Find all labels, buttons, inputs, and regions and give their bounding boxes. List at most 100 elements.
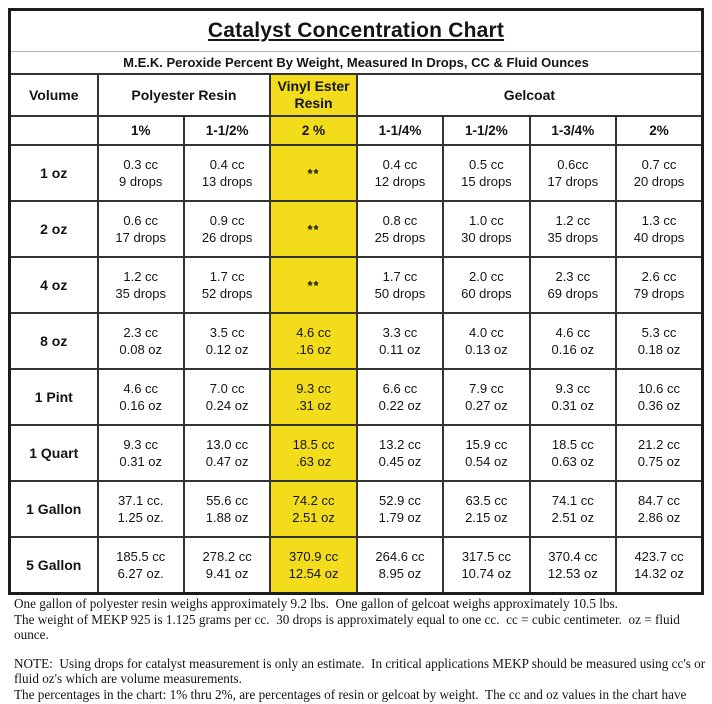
volume-label: 1 Pint (8, 368, 99, 426)
data-cell-line: 317.5 cc (461, 549, 511, 564)
data-cell-line: 84.7 cc (638, 493, 680, 508)
data-cell-line: 52 drops (201, 286, 253, 301)
data-cell-line: 423.7 cc (634, 549, 684, 564)
footnote-line: The percentages in the chart: 1% thru 2%… (14, 686, 687, 704)
data-cell: 18.5 cc .63 oz (269, 424, 358, 482)
subtitle-row: M.E.K. Peroxide Percent By Weight, Measu… (9, 51, 703, 75)
data-cell: 4.6 cc 0.16 oz (528, 312, 618, 370)
data-cell: 9.3 cc .31 oz (269, 368, 358, 426)
percent-header: 1-1/4% (355, 115, 445, 146)
data-cell: 2.0 cc 60 drops (442, 256, 531, 314)
data-cell-line: 1.7 cc (209, 269, 245, 284)
data-cell: 0.5 cc 15 drops (442, 144, 531, 202)
table-row: 4 oz 1.2 cc 35 drops 1.7 cc 52 drops ** 1.7 cc… (8, 256, 704, 314)
data-cell-line: 15 drops (461, 174, 512, 189)
data-cell-line: 0.31 oz (551, 398, 595, 413)
data-cell: 0.3 cc 9 drops (96, 144, 185, 202)
data-cell-line: 52.9 cc (379, 493, 421, 508)
data-cell-line: 5.3 cc (641, 325, 677, 340)
data-cell-line: 9 drops (119, 174, 163, 189)
data-cell: 4.0 cc 0.13 oz (442, 312, 531, 370)
data-cell-line: 79 drops (633, 286, 685, 301)
data-cell-line: 2.0 cc (469, 269, 504, 284)
data-cell: 9.3 cc 0.31 oz (528, 368, 618, 426)
data-cell-line: 35 drops (115, 286, 166, 301)
data-cell-line: 0.24 oz (205, 398, 249, 413)
no-data-marker: ** (307, 277, 320, 293)
data-cell-line: 0.75 oz (637, 454, 681, 469)
data-cell-line: 0.22 oz (378, 398, 422, 413)
footnote-line: The weight of MEKP 925 is 1.125 grams pe… (14, 611, 684, 643)
data-cell: 1.7 cc 52 drops (182, 256, 272, 314)
column-group-polyester-resin: Polyester Resin (96, 73, 272, 117)
data-cell-line: 63.5 cc (465, 493, 508, 508)
data-cell-line: 0.9 cc (209, 213, 245, 228)
volume-label: 4 oz (8, 256, 99, 314)
data-cell-line: 4.6 cc (123, 381, 159, 396)
data-cell-line: 18.5 cc (292, 437, 335, 452)
no-data-marker: ** (307, 221, 320, 237)
weight-notes: One gallon of polyester resin weighs app… (14, 596, 706, 643)
data-cell: 0.6 cc 17 drops (96, 200, 185, 258)
data-cell: 37.1 cc. 1.25 oz. (96, 480, 185, 538)
percent-header-row: 1% 1-1/2% 2 % 1-1/4% 1-1/2% 1-3/4% 2% (8, 115, 704, 146)
data-cell: 2.3 cc 0.08 oz (96, 312, 185, 370)
data-cell-line: 1.79 oz (378, 510, 422, 525)
data-cell-line: 1.25 oz. (117, 510, 164, 525)
data-cell-line: 0.45 oz (378, 454, 422, 469)
data-cell-line: 15.9 cc (465, 437, 508, 452)
data-cell-line: .31 oz (295, 398, 332, 413)
percent-header-empty (8, 115, 99, 146)
column-group-gelcoat: Gelcoat (355, 73, 704, 117)
data-cell-line: 9.3 cc (296, 381, 331, 396)
percent-header: 1-3/4% (528, 115, 618, 146)
data-cell-line: 0.16 oz (551, 342, 595, 357)
data-cell: 84.7 cc 2.86 oz (615, 480, 704, 538)
footnote-line: NOTE: Using drops for catalyst measureme… (14, 655, 706, 671)
data-cell: 74.1 cc 2.51 oz (528, 480, 618, 538)
data-cell-line: 2.51 oz (551, 510, 595, 525)
data-cell-line: 4.0 cc (469, 325, 504, 340)
footnote-line: One gallon of polyester resin weighs app… (14, 596, 618, 611)
data-cell-line: 6.27 oz. (117, 566, 164, 581)
data-cell-line: 2.3 cc (555, 269, 591, 284)
data-cell-line: 9.41 oz (205, 566, 249, 581)
data-cell: 423.7 cc 14.32 oz (615, 536, 704, 595)
data-cell: 63.5 cc 2.15 oz (442, 480, 531, 538)
data-cell-line: 10.6 cc (638, 381, 680, 396)
data-cell-line: 0.13 oz (465, 342, 508, 357)
column-header-volume: Volume (8, 73, 99, 117)
data-cell-line: 0.36 oz (637, 398, 681, 413)
data-cell-line: 12.53 oz (547, 566, 598, 581)
data-cell-line: 35 drops (547, 230, 599, 245)
data-cell-line: 0.16 oz (119, 398, 163, 413)
data-cell: 370.4 cc 12.53 oz (528, 536, 618, 595)
data-cell-line: 1.7 cc (382, 269, 418, 284)
data-cell: 21.2 cc 0.75 oz (615, 424, 704, 482)
data-cell-line: 3.5 cc (209, 325, 245, 340)
data-cell-line: 0.63 oz (551, 454, 595, 469)
volume-label: 1 Gallon (8, 480, 99, 538)
data-cell-line: 2.15 oz (465, 510, 508, 525)
table-row: 5 Gallon 185.5 cc 6.27 oz. 278.2 cc 9.41 oz 3… (8, 536, 704, 595)
data-cell-line: 0.27 oz (465, 398, 508, 413)
data-cell: 2.6 cc 79 drops (615, 256, 704, 314)
data-cell-line: 30 drops (461, 230, 512, 245)
data-cell-line: 74.2 cc (292, 493, 335, 508)
volume-label: 5 Gallon (8, 536, 99, 595)
data-cell: 1.2 cc 35 drops (96, 256, 185, 314)
data-cell-line: 1.3 cc (641, 213, 677, 228)
data-cell-line: 370.4 cc (548, 549, 598, 564)
percent-header: 1-1/2% (442, 115, 531, 146)
data-cell-line: 0.5 cc (469, 157, 504, 172)
column-group-vinyl-ester-resin: Vinyl Ester Resin (269, 73, 358, 117)
data-cell: 1.2 cc 35 drops (528, 200, 618, 258)
data-cell: 4.6 cc 0.16 oz (96, 368, 185, 426)
volume-label: 2 oz (8, 200, 99, 258)
data-cell: 278.2 cc 9.41 oz (182, 536, 272, 595)
data-cell-line: 2.86 oz (637, 510, 681, 525)
data-cell: 13.2 cc 0.45 oz (355, 424, 445, 482)
data-cell: 18.5 cc 0.63 oz (528, 424, 618, 482)
data-cell-line: 18.5 cc (551, 437, 594, 452)
data-cell-line: 14.32 oz (634, 566, 684, 581)
